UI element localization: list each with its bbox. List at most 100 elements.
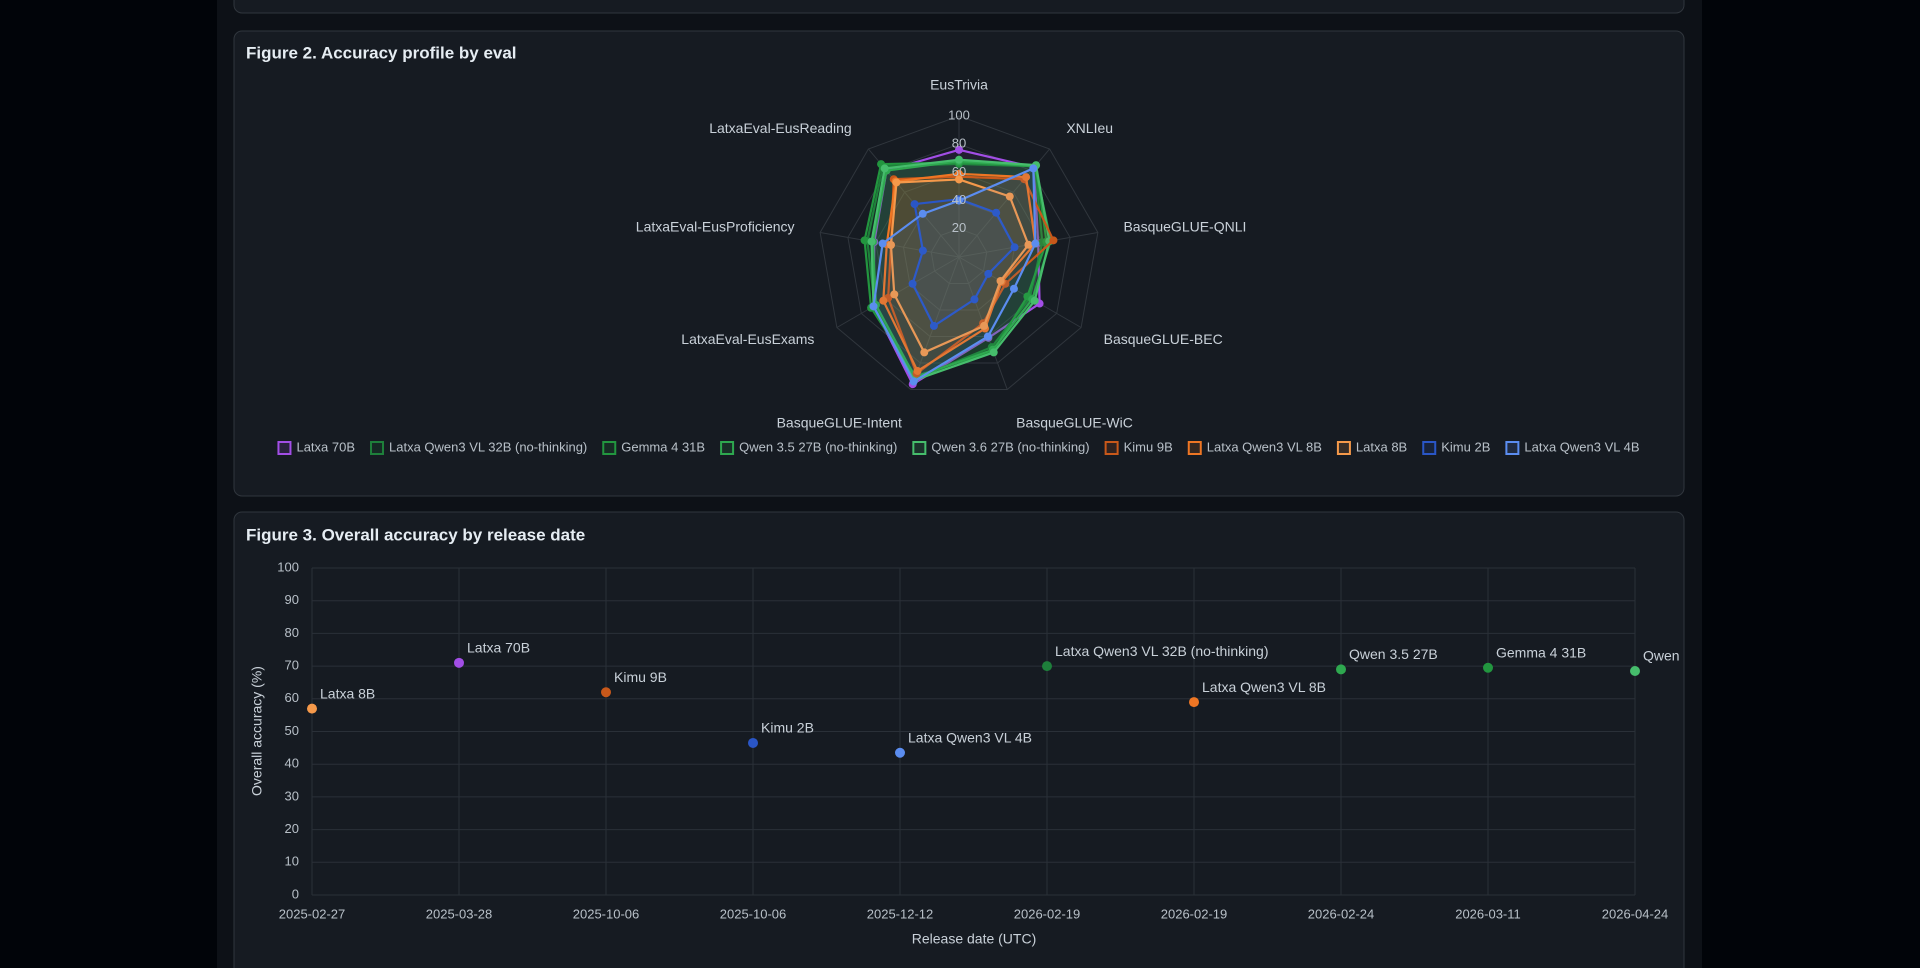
data-point	[601, 687, 611, 698]
legend-item[interactable]: Latxa Qwen3 VL 4B	[1505, 439, 1640, 455]
point-label: Latxa Qwen3 VL 32B (no-thinking)	[1055, 643, 1269, 659]
y-tick-label: 100	[277, 559, 299, 574]
chart-title: Figure 2. Accuracy profile by eval	[246, 43, 517, 62]
legend-label: Latxa Qwen3 VL 8B	[1207, 439, 1322, 454]
data-point	[918, 209, 927, 218]
legend-item[interactable]: Latxa Qwen3 VL 8B	[1187, 439, 1322, 455]
data-point	[955, 145, 963, 154]
legend-item[interactable]: Latxa 8B	[1336, 439, 1407, 455]
radar-chart: EusTrivia XNLIeu BasqueGLUE-QNLI BasqueGLUE…	[277, 77, 1640, 455]
x-tick-label: 2025-12-12	[867, 906, 934, 921]
y-tick-label: 30	[285, 788, 299, 803]
data-point	[878, 239, 887, 248]
data-point	[1029, 164, 1038, 173]
x-tick-label: 2026-02-19	[1161, 906, 1228, 921]
legend-swatch	[1422, 441, 1437, 455]
data-point	[880, 164, 889, 173]
grid-ring	[819, 115, 1099, 390]
panel	[233, 511, 1685, 968]
legend-swatch	[602, 441, 617, 455]
legend-swatch	[1187, 441, 1202, 455]
point-label: Qwen 3.5 27B	[1349, 646, 1438, 662]
data-point	[1009, 284, 1018, 293]
data-point	[910, 200, 919, 209]
legend-item[interactable]: Latxa 70B	[277, 439, 355, 455]
legend-swatch	[1505, 441, 1520, 455]
data-point	[909, 377, 918, 386]
data-point	[983, 332, 992, 341]
panel	[233, 30, 1685, 497]
x-tick-label: 2025-03-28	[426, 906, 493, 921]
axis-label: EusTrivia	[930, 77, 988, 93]
legend-swatch	[370, 441, 385, 455]
previous-panel	[233, 0, 1685, 14]
axis-label: XNLIeu	[1066, 120, 1113, 136]
y-tick-label: 60	[285, 690, 299, 705]
legend-label: Gemma 4 31B	[621, 439, 705, 454]
scatter-chart: 0 10 20 30 40 50 60 70 80 90 100 2025-02-27 2025-03-…	[277, 559, 1732, 921]
data-point	[955, 175, 963, 184]
data-point	[984, 269, 993, 278]
data-point	[1336, 664, 1346, 675]
y-tick-label: 90	[285, 592, 299, 607]
data-point	[929, 321, 938, 330]
series-area	[882, 172, 1037, 373]
x-tick-label: 2026-04-24	[1602, 906, 1669, 921]
data-point	[879, 296, 888, 305]
point-label: Latxa 70B	[467, 640, 530, 656]
legend-item[interactable]: Gemma 4 31B	[602, 439, 705, 455]
data-point	[1189, 697, 1199, 708]
legend-item[interactable]: Qwen 3.5 27B (no-thinking)	[720, 439, 897, 455]
x-tick-label: 2026-02-24	[1308, 906, 1375, 921]
legend-item[interactable]: Kimu 9B	[1104, 439, 1173, 455]
y-tick-label: 80	[285, 625, 299, 640]
grid-ring	[930, 228, 988, 284]
legend-label: Latxa 70B	[296, 439, 355, 454]
data-point	[869, 302, 878, 311]
data-point	[890, 290, 899, 299]
legend: Latxa 70B Latxa Qwen3 VL 32B (no-thinking…	[277, 439, 1640, 455]
radial-tick-label: 60	[952, 164, 966, 179]
series-area	[911, 198, 1016, 328]
data-point	[886, 241, 895, 250]
data-point	[1005, 192, 1014, 201]
radial-tick-label: 20	[952, 220, 966, 235]
y-tick-label: 70	[285, 658, 299, 673]
radial-tick-label: 80	[952, 136, 966, 151]
data-point	[992, 208, 1001, 217]
x-tick-label: 2025-10-06	[720, 906, 787, 921]
radial-tick-label: 40	[952, 192, 966, 207]
y-tick-label: 0	[292, 886, 299, 901]
y-tick-label: 40	[285, 756, 299, 771]
point-label: Qwen 3.6 27B	[1643, 648, 1732, 664]
legend-swatch	[1104, 441, 1119, 455]
point-label: Gemma 4 31B	[1496, 644, 1586, 660]
data-point	[989, 348, 998, 357]
axis-label: LatxaEval-EusReading	[709, 120, 851, 136]
data-point	[908, 279, 917, 288]
data-point	[1022, 173, 1031, 182]
legend-swatch	[1336, 441, 1351, 455]
data-point	[1049, 236, 1058, 245]
legend-item[interactable]: Kimu 2B	[1422, 439, 1490, 455]
data-point	[920, 348, 929, 357]
spoke	[836, 256, 960, 328]
point-label: Latxa 8B	[320, 685, 375, 701]
legend-swatch	[277, 441, 292, 455]
legend-item[interactable]: Qwen 3.6 27B (no-thinking)	[912, 439, 1090, 455]
legend-item[interactable]: Latxa Qwen3 VL 32B (no-thinking)	[370, 439, 587, 455]
axis-label: LatxaEval-EusExams	[681, 331, 814, 347]
data-point	[1042, 661, 1052, 672]
point-label: Kimu 2B	[761, 720, 814, 736]
data-point	[996, 276, 1005, 285]
spoke	[958, 256, 1082, 328]
axis-label: BasqueGLUE-BEC	[1104, 331, 1223, 347]
series-area	[872, 166, 1037, 384]
data-point	[454, 657, 464, 668]
legend-label: Kimu 2B	[1441, 439, 1490, 454]
data-point	[955, 196, 963, 205]
data-point	[748, 737, 758, 748]
data-point	[918, 246, 927, 255]
legend-label: Kimu 9B	[1124, 439, 1173, 454]
